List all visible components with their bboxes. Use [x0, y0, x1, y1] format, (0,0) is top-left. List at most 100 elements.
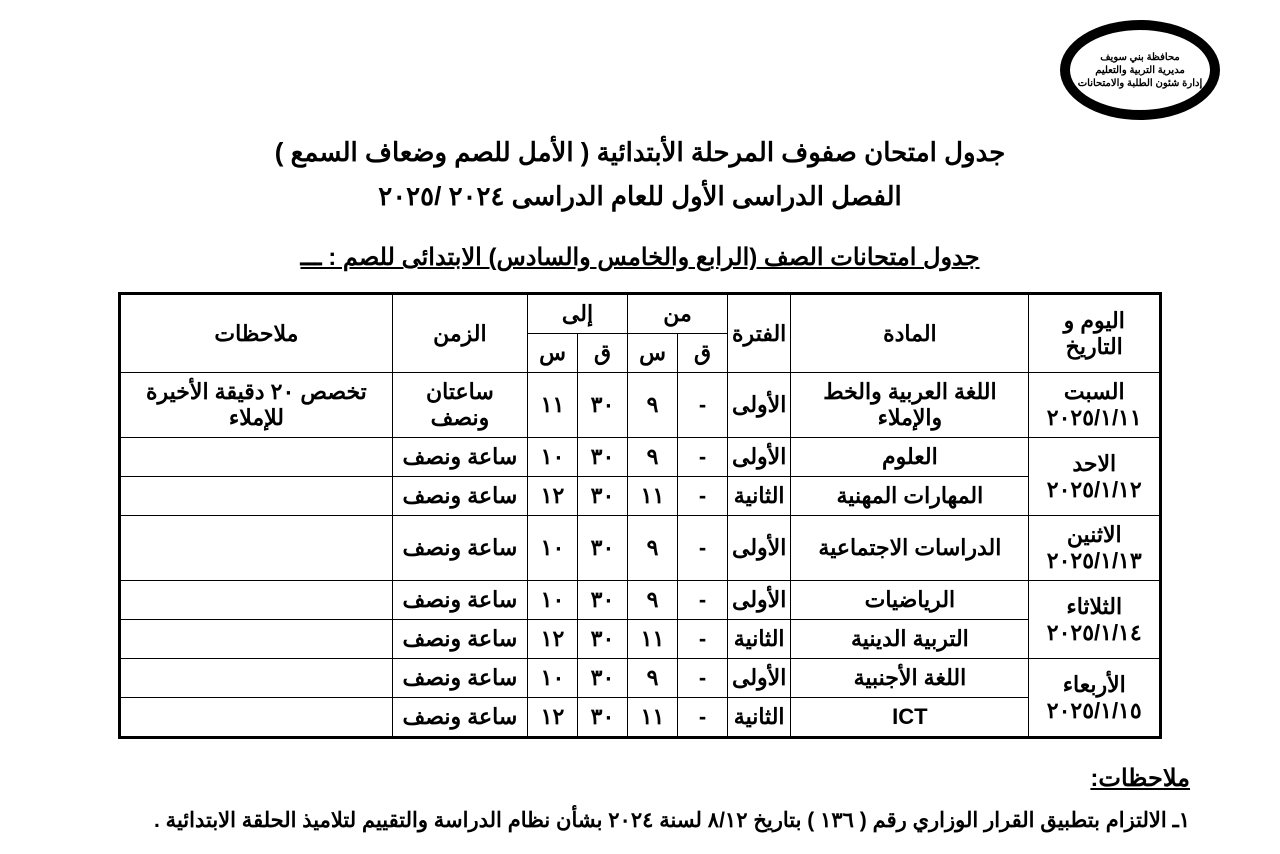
table-row: المهارات المهنيةالثانية-١١٣٠١٢ساعة ونصف [120, 477, 1161, 516]
cell-date: السبت٢٠٢٥/١/١١ [1029, 373, 1161, 438]
cell-duration: ساعة ونصف [392, 477, 527, 516]
col-duration: الزمن [392, 294, 527, 373]
document-title: جدول امتحان صفوف المرحلة الأبتدائية ( ال… [60, 130, 1220, 218]
col-from-s: س [628, 334, 678, 373]
cell-from-s: ١١ [628, 620, 678, 659]
table-body: السبت٢٠٢٥/١/١١اللغة العربية والخط والإمل… [120, 373, 1161, 738]
cell-to-q: ٣٠ [578, 581, 628, 620]
cell-from-s: ٩ [628, 438, 678, 477]
cell-period: الثانية [728, 698, 791, 738]
table-row: ICTالثانية-١١٣٠١٢ساعة ونصف [120, 698, 1161, 738]
cell-to-s: ١٢ [528, 620, 578, 659]
cell-from-q: - [678, 477, 728, 516]
col-to-s: س [528, 334, 578, 373]
document-subtitle: جدول امتحانات الصف (الرابع والخامس والسا… [60, 243, 1220, 272]
cell-to-s: ١٢ [528, 477, 578, 516]
col-period: الفترة [728, 294, 791, 373]
cell-period: الثانية [728, 477, 791, 516]
cell-to-s: ١٠ [528, 516, 578, 581]
table-row: الأربعاء٢٠٢٥/١/١٥اللغة الأجنبيةالأولى-٩٣… [120, 659, 1161, 698]
cell-period: الأولى [728, 373, 791, 438]
cell-from-s: ٩ [628, 516, 678, 581]
table-row: الاحد٢٠٢٥/١/١٢العلومالأولى-٩٣٠١٠ساعة ونص… [120, 438, 1161, 477]
col-notes: ملاحظات [120, 294, 393, 373]
cell-notes [120, 581, 393, 620]
cell-from-q: - [678, 373, 728, 438]
col-from: من [628, 294, 728, 334]
cell-from-q: - [678, 698, 728, 738]
cell-subject: ICT [791, 698, 1029, 738]
cell-duration: ساعة ونصف [392, 581, 527, 620]
cell-duration: ساعتان ونصف [392, 373, 527, 438]
table-row: الاثنين٢٠٢٥/١/١٣الدراسات الاجتماعيةالأول… [120, 516, 1161, 581]
cell-from-q: - [678, 659, 728, 698]
cell-duration: ساعة ونصف [392, 620, 527, 659]
cell-subject: المهارات المهنية [791, 477, 1029, 516]
cell-period: الأولى [728, 516, 791, 581]
cell-to-s: ١٠ [528, 438, 578, 477]
col-subject: المادة [791, 294, 1029, 373]
cell-notes [120, 516, 393, 581]
logo-line1: محافظة بني سويف [1078, 51, 1202, 64]
cell-to-q: ٣٠ [578, 659, 628, 698]
cell-subject: اللغة العربية والخط والإملاء [791, 373, 1029, 438]
cell-from-s: ١١ [628, 477, 678, 516]
cell-from-q: - [678, 620, 728, 659]
cell-subject: اللغة الأجنبية [791, 659, 1029, 698]
col-to-q: ق [578, 334, 628, 373]
cell-to-s: ١١ [528, 373, 578, 438]
cell-notes [120, 698, 393, 738]
cell-to-s: ١٠ [528, 659, 578, 698]
cell-to-q: ٣٠ [578, 698, 628, 738]
logo-line3: إدارة شئون الطلبة والامتحانات [1078, 77, 1202, 90]
cell-subject: الدراسات الاجتماعية [791, 516, 1029, 581]
table-row: التربية الدينيةالثانية-١١٣٠١٢ساعة ونصف [120, 620, 1161, 659]
cell-from-s: ٩ [628, 373, 678, 438]
cell-to-q: ٣٠ [578, 438, 628, 477]
cell-notes [120, 659, 393, 698]
cell-period: الأولى [728, 438, 791, 477]
cell-from-s: ٩ [628, 659, 678, 698]
cell-to-q: ٣٠ [578, 620, 628, 659]
cell-to-q: ٣٠ [578, 516, 628, 581]
cell-subject: التربية الدينية [791, 620, 1029, 659]
cell-from-q: - [678, 516, 728, 581]
cell-duration: ساعة ونصف [392, 516, 527, 581]
logo-text: محافظة بني سويف مديرية التربية والتعليم … [1078, 51, 1202, 90]
cell-to-q: ٣٠ [578, 477, 628, 516]
col-date: اليوم و التاريخ [1029, 294, 1161, 373]
cell-notes: تخصص ٢٠ دقيقة الأخيرة للإملاء [120, 373, 393, 438]
cell-period: الثانية [728, 620, 791, 659]
cell-notes [120, 477, 393, 516]
cell-to-s: ١٢ [528, 698, 578, 738]
col-to: إلى [528, 294, 628, 334]
cell-date: الاحد٢٠٢٥/١/١٢ [1029, 438, 1161, 516]
title-line1: جدول امتحان صفوف المرحلة الأبتدائية ( ال… [60, 130, 1220, 174]
cell-period: الأولى [728, 581, 791, 620]
header-logo: محافظة بني سويف مديرية التربية والتعليم … [1050, 20, 1220, 120]
table-row: السبت٢٠٢٥/١/١١اللغة العربية والخط والإمل… [120, 373, 1161, 438]
table-row: الثلاثاء٢٠٢٥/١/١٤الرياضياتالأولى-٩٣٠١٠سا… [120, 581, 1161, 620]
cell-duration: ساعة ونصف [392, 659, 527, 698]
cell-notes [120, 438, 393, 477]
cell-duration: ساعة ونصف [392, 698, 527, 738]
cell-from-s: ٩ [628, 581, 678, 620]
notes-heading: ملاحظات: [60, 764, 1190, 793]
cell-date: الأربعاء٢٠٢٥/١/١٥ [1029, 659, 1161, 738]
cell-date: الاثنين٢٠٢٥/١/١٣ [1029, 516, 1161, 581]
col-from-q: ق [678, 334, 728, 373]
table-header: اليوم و التاريخ المادة الفترة من إلى الز… [120, 294, 1161, 373]
title-line2: الفصل الدراسى الأول للعام الدراسى ٢٠٢٤ /… [60, 174, 1220, 218]
cell-from-q: - [678, 438, 728, 477]
cell-from-s: ١١ [628, 698, 678, 738]
logo-line2: مديرية التربية والتعليم [1078, 64, 1202, 77]
notes-item-1: ١ـ الالتزام بتطبيق القرار الوزاري رقم ( … [60, 808, 1190, 833]
exam-schedule-table: اليوم و التاريخ المادة الفترة من إلى الز… [118, 292, 1162, 739]
cell-date: الثلاثاء٢٠٢٥/١/١٤ [1029, 581, 1161, 659]
cell-from-q: - [678, 581, 728, 620]
cell-to-s: ١٠ [528, 581, 578, 620]
cell-to-q: ٣٠ [578, 373, 628, 438]
cell-subject: العلوم [791, 438, 1029, 477]
cell-subject: الرياضيات [791, 581, 1029, 620]
cell-period: الأولى [728, 659, 791, 698]
